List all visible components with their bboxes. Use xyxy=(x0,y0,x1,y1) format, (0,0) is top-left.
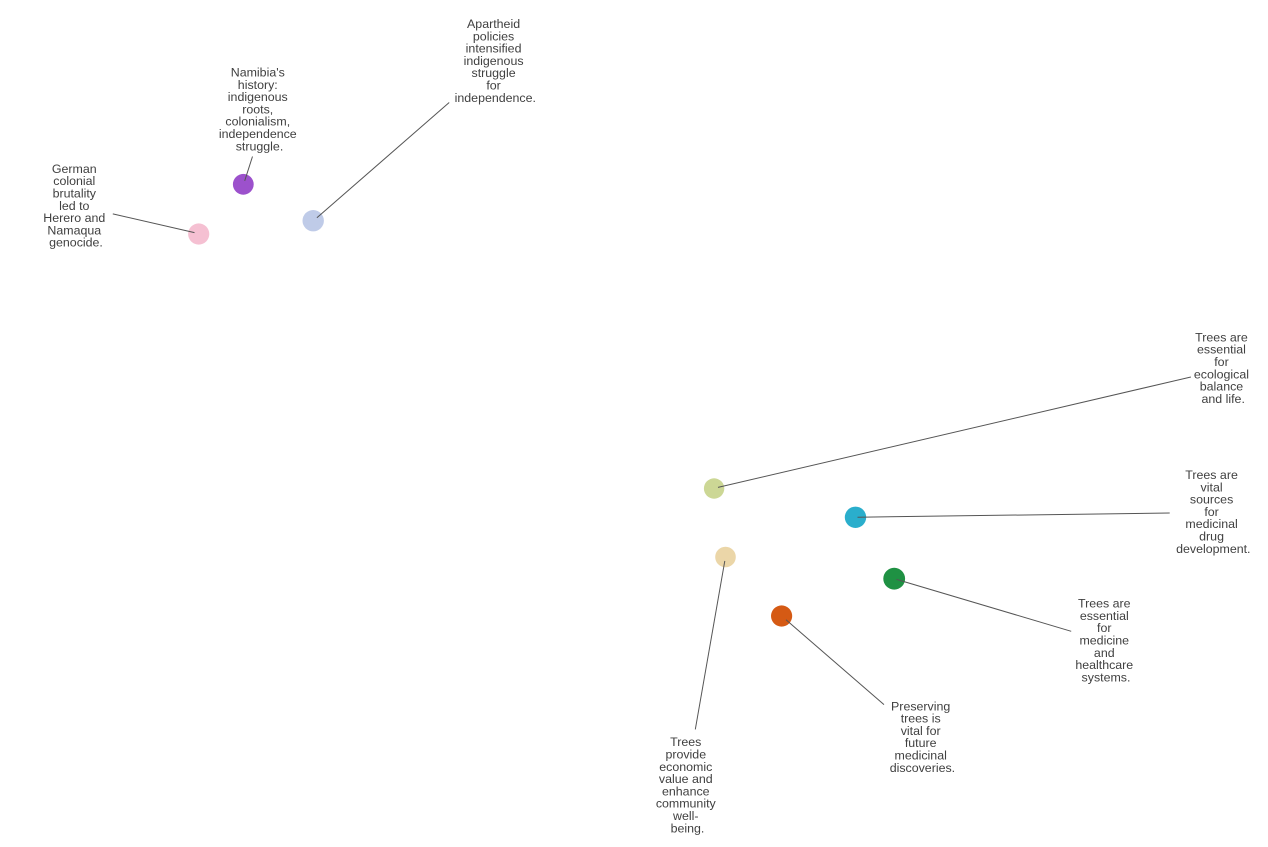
svg-text:Namibia's history: ind: Namibia's history: indigenous roots, col… xyxy=(219,66,300,154)
svg-text:German colonial brutal: German colonial brutality led to Herero … xyxy=(43,162,108,250)
svg-text:Trees are essential fo: Trees are essential for ecological balan… xyxy=(1194,330,1253,406)
svg-text:Trees are essential fo: Trees are essential for medicine and hea… xyxy=(1075,597,1136,685)
svg-text:Trees are vital source: Trees are vital sources for medicinal dr… xyxy=(1176,468,1250,556)
svg-text:Apartheid policies int: Apartheid policies intensified indigenou… xyxy=(455,17,536,105)
svg-text:Trees provide economic: Trees provide economic value and enhance… xyxy=(656,735,719,835)
svg-text:Preserving trees is vi: Preserving trees is vital for future med… xyxy=(890,699,955,775)
